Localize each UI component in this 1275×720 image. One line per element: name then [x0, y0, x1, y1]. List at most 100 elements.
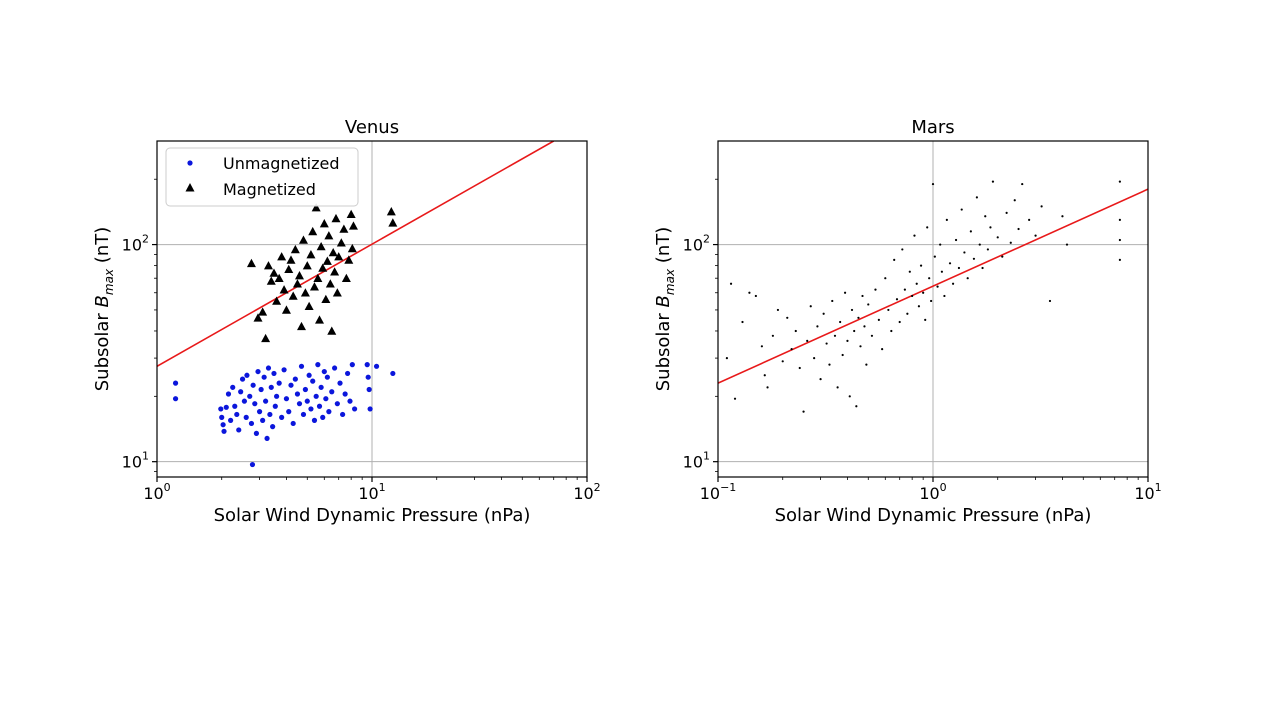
mars-data-point: [771, 334, 774, 337]
venus-data-point: [225, 391, 232, 397]
mars-data-point: [917, 305, 921, 308]
venus-data-point: [238, 389, 244, 395]
legend-magnetized-label: Magnetized: [223, 180, 316, 199]
venus-data-point: [281, 367, 287, 373]
mars-ticks: 10−1 100 101 101 102: [683, 178, 1162, 503]
venus-data-point: [308, 406, 314, 412]
venus-data-point: [341, 273, 351, 283]
venus-data-point: [309, 282, 319, 291]
venus-data-point: [320, 414, 326, 420]
venus-data-point: [270, 424, 276, 430]
mars-data-point: [975, 196, 978, 199]
mars-data-point: [928, 277, 931, 280]
venus-data-point: [321, 294, 331, 304]
mars-x-tick-label: 100: [919, 481, 946, 503]
mars-data-point: [898, 320, 901, 324]
venus-data-point: [290, 420, 296, 427]
mars-data-point: [822, 312, 825, 315]
mars-data-point: [836, 386, 839, 389]
venus-data-point: [260, 417, 266, 423]
venus-data-point: [346, 209, 356, 219]
venus-data-point: [337, 380, 343, 386]
venus-data-point: [255, 368, 261, 375]
mars-data-point: [893, 258, 896, 262]
mars-data-point: [911, 294, 914, 298]
venus-data-point: [172, 396, 179, 402]
venus-data-point: [294, 391, 301, 397]
mars-data-point: [733, 397, 737, 400]
mars-data-point: [853, 329, 856, 333]
venus-data-point: [279, 414, 285, 420]
venus-data-point: [265, 365, 272, 371]
mars-data-point: [924, 318, 927, 321]
mars-data-point: [1061, 215, 1064, 218]
mars-data-point: [915, 282, 918, 285]
mars-data-point: [766, 386, 769, 389]
venus-data-point: [339, 224, 349, 233]
venus-data-point: [258, 386, 264, 393]
mars-data-point: [1065, 243, 1069, 246]
venus-title: Venus: [345, 117, 399, 138]
venus-data-point: [272, 403, 278, 409]
mars-data-point: [877, 318, 880, 321]
mars-data-point: [919, 264, 923, 267]
mars-data-point: [806, 339, 809, 343]
venus-data-point: [332, 365, 338, 371]
venus-data-point: [347, 398, 353, 404]
mars-data-point: [913, 234, 916, 237]
mars-data-point: [741, 320, 744, 324]
mars-data-point: [859, 345, 862, 348]
venus-data-point: [347, 243, 357, 253]
venus-data-point: [306, 250, 316, 259]
venus-data-point: [352, 406, 358, 412]
venus-data-point: [263, 398, 269, 404]
mars-data-point: [870, 334, 874, 337]
venus-data-point: [323, 396, 329, 402]
mars-data-point: [861, 294, 864, 298]
mars-data-point: [1118, 180, 1121, 183]
mars-data-point: [1028, 218, 1031, 221]
venus-data-point: [228, 417, 234, 423]
venus-data-point: [313, 273, 323, 283]
venus-data-point: [324, 374, 330, 380]
mars-data-point: [996, 236, 999, 239]
venus-data-point: [298, 235, 308, 244]
mars-data-point: [1118, 218, 1121, 221]
venus-data-point: [281, 305, 291, 314]
venus-data-point: [258, 307, 268, 316]
mars-data-point: [729, 282, 733, 285]
mars-data-point: [978, 243, 981, 246]
mars-data-point: [936, 285, 939, 288]
venus-data-point: [336, 238, 346, 247]
mars-data-point: [1048, 299, 1052, 303]
mars-data-point: [1118, 258, 1121, 262]
mars-data-point: [725, 356, 728, 360]
mars-data-point: [930, 299, 933, 303]
mars-data-point: [850, 308, 854, 312]
mars-data-point: [855, 405, 858, 408]
mars-data-point: [1017, 227, 1020, 231]
venus-data-point: [365, 374, 371, 380]
mars-y-tick-label: 101: [683, 450, 710, 472]
venus-data-point: [290, 244, 300, 254]
venus-data-point: [366, 386, 372, 393]
venus-data-point: [267, 411, 273, 418]
venus-data-point: [325, 279, 335, 288]
mars-data-point: [865, 363, 868, 366]
mars-x-tick-label: 101: [1134, 481, 1161, 503]
venus-data-point: [302, 261, 312, 270]
mars-data-point: [940, 270, 943, 273]
mars-data-point: [786, 316, 789, 319]
legend-unmagnetized-label: Unmagnetized: [223, 154, 340, 173]
venus-data-point: [286, 409, 292, 415]
venus-data-point: [279, 285, 289, 294]
venus-y-axis-label: Subsolar Bmax (nT): [92, 227, 116, 392]
mars-data-point: [816, 325, 819, 328]
venus-data-point: [249, 461, 256, 468]
mars-data-point: [874, 288, 877, 291]
venus-data-point: [220, 422, 226, 428]
venus-data-point: [276, 380, 282, 386]
mars-data-point: [926, 226, 929, 229]
venus-data-point: [328, 247, 338, 257]
mars-data-point: [819, 378, 822, 381]
